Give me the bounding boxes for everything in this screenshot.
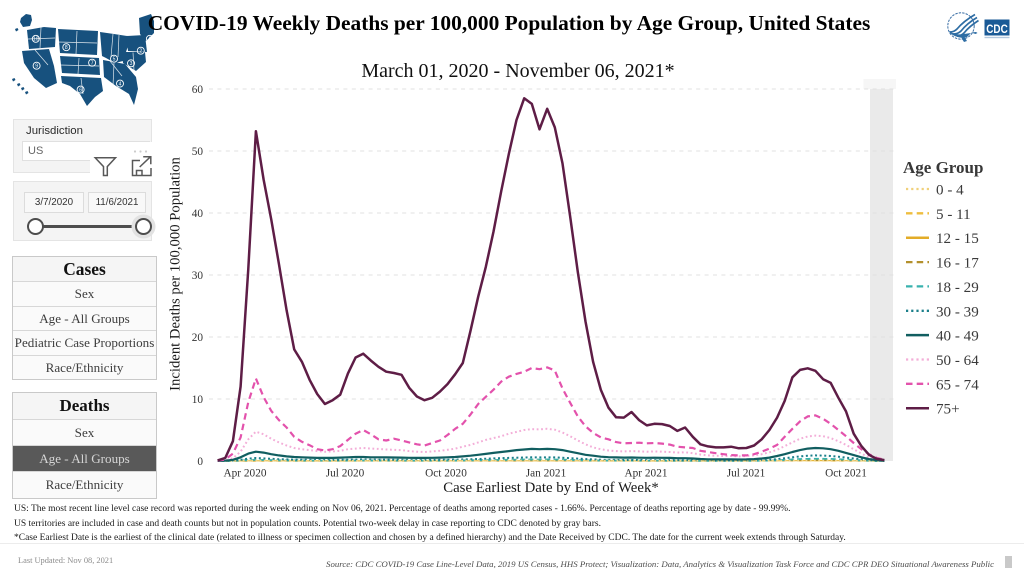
svg-text:4: 4 [119,81,122,87]
svg-text:18 - 29: 18 - 29 [936,280,979,296]
svg-text:3: 3 [130,61,133,67]
svg-text:12 - 15: 12 - 15 [936,231,979,247]
svg-text:Jan 2021: Jan 2021 [526,468,566,480]
svg-text:0 - 4: 0 - 4 [936,183,964,199]
svg-text:Incident Deaths per 100,000 Po: Incident Deaths per 100,000 Population [168,156,184,390]
svg-text:5 - 11: 5 - 11 [936,207,971,223]
svg-text:65 - 74: 65 - 74 [936,377,979,393]
svg-text:30: 30 [192,270,204,282]
svg-text:Jul 2021: Jul 2021 [727,468,766,480]
svg-text:Age Group: Age Group [903,158,983,177]
svg-text:2: 2 [139,49,142,55]
svg-text:Jul 2020: Jul 2020 [326,468,365,480]
svg-text:1: 1 [149,37,152,43]
svg-text:Oct 2021: Oct 2021 [825,468,867,480]
svg-text:Apr 2021: Apr 2021 [625,468,668,480]
svg-text:40 - 49: 40 - 49 [936,329,979,345]
svg-text:5: 5 [113,57,116,63]
svg-text:75+: 75+ [936,402,960,418]
svg-text:7: 7 [91,61,94,67]
svg-text:60: 60 [192,84,204,96]
svg-text:8: 8 [65,45,68,51]
svg-text:50: 50 [192,146,204,158]
svg-text:Oct 2020: Oct 2020 [425,468,467,480]
svg-text:0: 0 [197,456,203,468]
svg-text:50 - 64: 50 - 64 [936,353,979,369]
svg-text:9: 9 [35,64,38,70]
svg-text:40: 40 [192,208,204,220]
svg-text:Apr 2020: Apr 2020 [224,468,267,480]
svg-text:6: 6 [79,87,82,93]
svg-text:CDC: CDC [986,22,1008,36]
svg-text:10: 10 [192,394,204,406]
svg-text:20: 20 [192,332,204,344]
svg-text:10: 10 [33,37,39,43]
svg-text:Case Earliest Date by End of W: Case Earliest Date by End of Week* [443,480,659,496]
svg-text:16 - 17: 16 - 17 [936,256,979,272]
svg-text:30 - 39: 30 - 39 [936,304,979,320]
